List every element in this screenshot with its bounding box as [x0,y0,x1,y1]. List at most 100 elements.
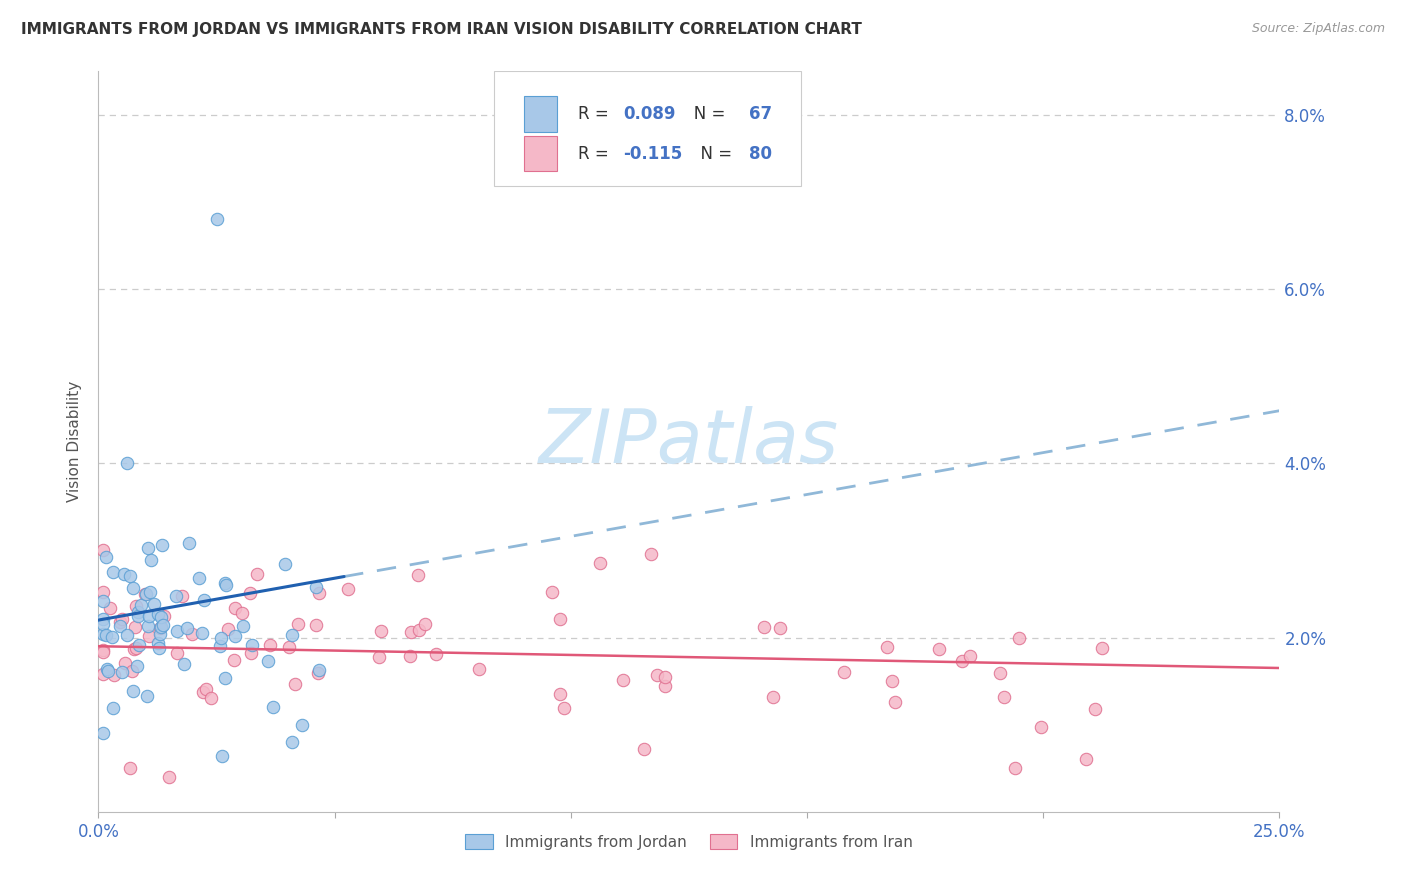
Immigrants from Jordan [121,581,143,595]
Immigrants from Iran [640,547,662,561]
Immigrants from Iran [654,680,676,694]
Immigrants from Jordan [121,683,143,698]
Immigrants from Jordan [150,620,173,634]
Immigrants from Jordan [120,569,142,583]
Immigrants from Jordan [91,627,114,641]
Immigrants from Jordan [152,618,174,632]
Text: 80: 80 [749,145,772,162]
Immigrants from Iran [762,690,785,705]
Immigrants from Iran [124,620,146,634]
Immigrants from Iran [121,664,143,678]
Immigrants from Iran [928,641,950,656]
Immigrants from Iran [401,624,423,639]
Immigrants from Jordan [257,654,280,668]
Immigrants from Jordan [143,598,166,612]
Immigrants from Iran [98,601,121,615]
Immigrants from Jordan [205,212,228,227]
Immigrants from Jordan [91,593,114,607]
Immigrants from Iran [91,543,114,558]
Immigrants from Iran [1008,632,1031,646]
Immigrants from Iran [415,617,437,632]
Immigrants from Iran [114,657,136,671]
Immigrants from Jordan [262,700,284,714]
Immigrants from Jordan [127,659,149,673]
Immigrants from Iran [180,627,202,641]
Immigrants from Jordan [240,638,263,652]
Immigrants from Iran [231,606,253,620]
Immigrants from Jordan [136,690,159,704]
Immigrants from Jordan [291,717,314,731]
Immigrants from Iran [277,640,299,655]
Immigrants from Iran [91,666,114,681]
Immigrants from Jordan [128,638,150,652]
Immigrants from Iran [91,645,114,659]
Text: N =: N = [678,104,731,123]
Immigrants from Iran [367,650,389,665]
Immigrants from Iran [200,690,222,705]
Immigrants from Jordan [208,639,231,653]
Immigrants from Iran [548,688,571,702]
Immigrants from Iran [153,608,176,623]
Immigrants from Iran [91,585,114,599]
Immigrants from Jordan [281,735,304,749]
Immigrants from Iran [108,615,131,629]
Immigrants from Iran [138,629,160,643]
Immigrants from Iran [988,665,1011,680]
Immigrants from Iran [876,640,898,654]
Immigrants from Jordan [94,549,117,564]
Immigrants from Jordan [308,663,330,677]
Immigrants from Jordan [149,627,172,641]
Immigrants from Jordan [209,631,232,645]
Immigrants from Iran [612,673,634,687]
Immigrants from Jordan [129,599,152,613]
Text: R =: R = [578,104,614,123]
Immigrants from Jordan [281,628,304,642]
Text: R =: R = [578,145,614,162]
Immigrants from Iran [884,695,907,709]
Immigrants from Iran [336,582,359,597]
Immigrants from Iran [880,673,903,688]
Immigrants from Iran [370,624,392,638]
Immigrants from Iran [125,599,148,613]
Immigrants from Iran [950,653,973,667]
Immigrants from Jordan [91,612,114,626]
Immigrants from Iran [769,621,792,635]
Immigrants from Jordan [115,456,138,470]
Immigrants from Iran [259,638,281,652]
Text: 67: 67 [749,104,772,123]
Immigrants from Iran [467,662,489,676]
Immigrants from Jordan [165,589,187,603]
Text: ZIPatlas: ZIPatlas [538,406,839,477]
Immigrants from Jordan [94,628,117,642]
Immigrants from Jordan [191,626,214,640]
Immigrants from Iran [408,623,430,637]
Immigrants from Iran [224,653,246,667]
Immigrants from Iran [118,761,141,775]
Immigrants from Iran [425,647,447,661]
Immigrants from Iran [645,668,668,682]
Immigrants from Iran [239,585,262,599]
Immigrants from Jordan [127,605,149,619]
Immigrants from Iran [246,567,269,582]
Immigrants from Jordan [214,576,236,591]
Immigrants from Iran [217,622,239,636]
Immigrants from Jordan [146,636,169,650]
Immigrants from Iran [157,770,180,784]
Immigrants from Jordan [215,578,238,592]
Immigrants from Jordan [112,567,135,582]
Text: N =: N = [690,145,738,162]
Immigrants from Iran [122,641,145,656]
Immigrants from Jordan [193,593,215,607]
Immigrants from Iran [194,682,217,697]
Immigrants from Jordan [136,541,159,555]
Immigrants from Iran [103,668,125,682]
Immigrants from Jordan [150,537,173,551]
Immigrants from Jordan [101,566,124,580]
Immigrants from Iran [832,665,855,679]
Immigrants from Iran [1031,720,1053,734]
Immigrants from Iran [170,590,193,604]
Immigrants from Jordan [139,553,162,567]
Immigrants from Iran [284,677,307,691]
Immigrants from Iran [287,616,309,631]
Immigrants from Jordan [211,748,233,763]
